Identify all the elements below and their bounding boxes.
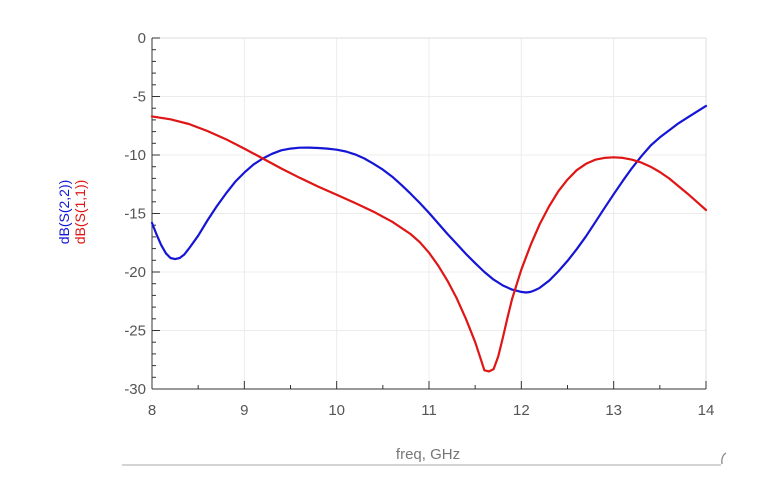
x-tick-label: 14 — [698, 402, 715, 419]
y-tick-label: -20 — [124, 264, 146, 281]
legend-entry-s11: dB(S(1,1)) — [72, 180, 88, 245]
x-axis-label: freq, GHz — [396, 446, 460, 463]
y-tick-label: 0 — [138, 30, 146, 47]
tick-labels: 8 9 10 11 12 13 14 0 -5 -10 -15 -20 -25 -30 — [124, 30, 714, 419]
axis-ticks — [151, 37, 707, 390]
series-line-s11 — [150, 115, 708, 373]
x-tick-label: 8 — [148, 402, 156, 419]
series-line-s22 — [150, 104, 708, 294]
y-tick-label: -10 — [124, 147, 146, 164]
series-lines — [150, 104, 708, 373]
x-tick-label: 12 — [513, 402, 530, 419]
x-tick-label: 11 — [421, 402, 437, 419]
y-tick-label: -30 — [124, 381, 146, 398]
y-tick-label: -5 — [133, 89, 146, 106]
x-tick-label: 13 — [605, 402, 622, 419]
legend-entry-s22: dB(S(2,2)) — [56, 180, 72, 245]
y-tick-label: -25 — [124, 323, 146, 340]
y-tick-label: -15 — [124, 206, 146, 223]
legend: dB(S(2,2)) dB(S(1,1)) — [56, 180, 88, 245]
x-tick-label: 10 — [328, 402, 345, 419]
grid — [152, 38, 706, 389]
x-tick-label: 9 — [240, 402, 248, 419]
corner-mark — [721, 452, 727, 465]
